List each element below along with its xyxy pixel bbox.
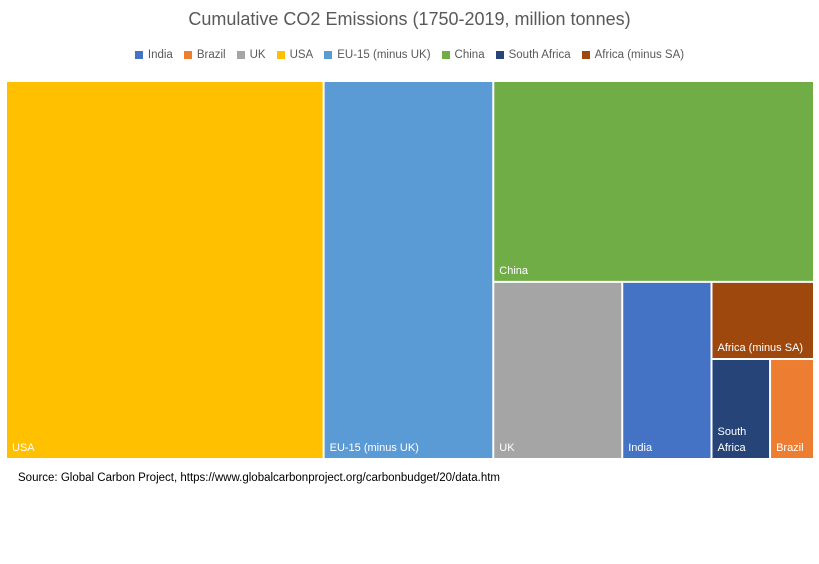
tile-label-line-south-africa: Africa <box>718 442 747 454</box>
legend-label-eu15: EU-15 (minus UK) <box>337 49 431 61</box>
tile-india <box>623 282 711 458</box>
legend-label-usa: USA <box>289 49 314 61</box>
legend-label-south-africa: South Africa <box>508 49 571 61</box>
legend-item-india: India <box>134 49 173 61</box>
legend-swatch-uk <box>236 51 245 59</box>
tile-label-usa: USA <box>12 442 35 454</box>
legend-label-china: China <box>454 49 485 61</box>
tile-label-line-india: India <box>628 442 653 454</box>
tile-usa <box>7 82 323 458</box>
legend-item-brazil: Brazil <box>183 49 226 61</box>
tile-label-india: India <box>628 442 653 454</box>
tile-label-line-china: China <box>499 265 529 277</box>
source-note: Source: Global Carbon Project, https://w… <box>18 472 501 484</box>
legend-item-south-africa: South Africa <box>495 49 571 61</box>
legend-swatch-brazil <box>183 51 192 59</box>
legend-item-china: China <box>441 49 485 61</box>
legend-swatch-india <box>134 51 143 59</box>
legend-label-brazil: Brazil <box>196 49 226 61</box>
tile-label-uk: UK <box>499 442 515 454</box>
tile-label-eu-15-minus-uk: EU-15 (minus UK) <box>330 442 419 454</box>
tile-china <box>494 82 813 281</box>
tile-label-line-eu-15-minus-uk: EU-15 (minus UK) <box>330 442 419 454</box>
legend-label-africa-minus-sa: Africa (minus SA) <box>594 49 685 61</box>
tile-label-brazil: Brazil <box>776 442 804 454</box>
legend-swatch-south-africa <box>495 51 504 59</box>
tile-south-africa <box>712 360 770 458</box>
tile-uk <box>494 282 622 458</box>
chart-title: Cumulative CO2 Emissions (1750-2019, mil… <box>188 9 631 29</box>
legend-swatch-eu15 <box>324 51 333 59</box>
tile-label-line-south-africa: South <box>718 426 747 438</box>
tile-label-line-africa-minus-sa: Africa (minus SA) <box>718 342 804 354</box>
legend-item-eu15: EU-15 (minus UK) <box>324 49 431 61</box>
tile-africa-minus-sa <box>712 282 813 359</box>
tile-label-china: China <box>499 265 529 277</box>
tile-brazil <box>771 360 813 458</box>
legend-item-usa: USA <box>276 49 314 61</box>
legend-item-africa-minus-sa: Africa (minus SA) <box>581 49 685 61</box>
legend-item-uk: UK <box>236 49 266 61</box>
tile-label-line-usa: USA <box>12 442 35 454</box>
tile-label-line-brazil: Brazil <box>776 442 804 454</box>
legend-label-uk: UK <box>249 49 266 61</box>
legend-swatch-africa-minus-sa <box>581 51 590 59</box>
legend: India Brazil UK USA EU-15 (minus UK) Chi… <box>0 49 819 61</box>
legend-swatch-china <box>441 51 450 59</box>
tile-label-line-uk: UK <box>499 442 515 454</box>
legend-label-india: India <box>147 49 173 61</box>
tile-label-africa-minus-sa: Africa (minus SA) <box>718 342 804 354</box>
tile-label-south-africa: South Africa <box>718 426 747 454</box>
tile-eu-15-minus-uk <box>324 82 493 458</box>
legend-swatch-usa <box>276 51 285 59</box>
